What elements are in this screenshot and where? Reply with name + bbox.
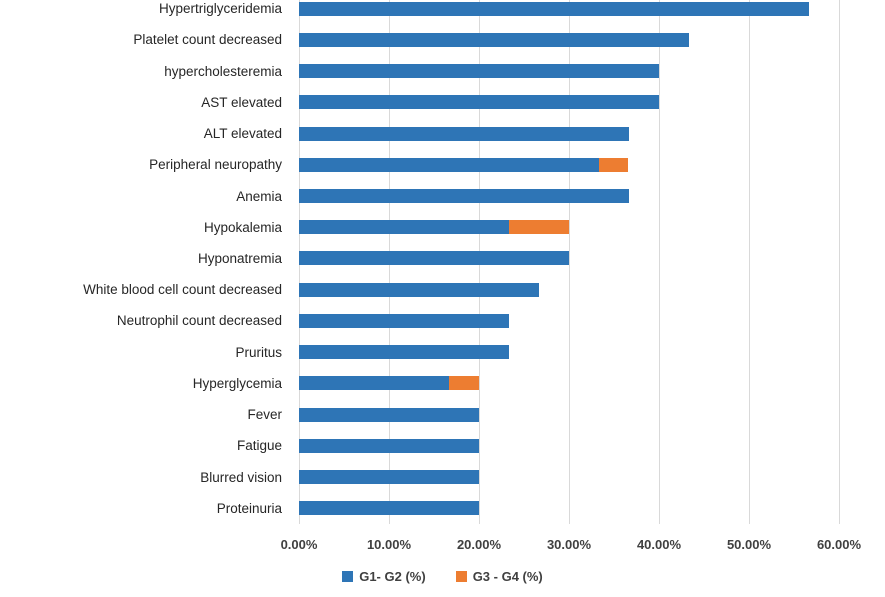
bar-segment-g1-g2 <box>299 126 630 141</box>
category-label: Fever <box>247 407 282 423</box>
x-axis-tick-label: 30.00% <box>546 537 592 552</box>
legend-item: G1- G2 (%) <box>342 568 426 584</box>
x-axis-tick-label: 0.00% <box>280 537 318 552</box>
bar-segment-g1-g2 <box>299 1 810 16</box>
bar-segment-g1-g2 <box>299 438 479 453</box>
category-label: Proteinuria <box>216 500 282 516</box>
category-label: Hyperglycemia <box>192 375 282 391</box>
legend-label: G3 - G4 (%) <box>472 568 543 584</box>
gridline <box>839 0 840 524</box>
bar-segment-g1-g2 <box>299 220 509 235</box>
bar-row <box>299 462 839 493</box>
bar-segment-g1-g2 <box>299 313 509 328</box>
category-label: hypercholesteremia <box>164 63 282 79</box>
x-axis-tick-label: 50.00% <box>726 537 772 552</box>
x-axis-tick-label: 20.00% <box>456 537 502 552</box>
category-label: Peripheral neuropathy <box>149 157 282 173</box>
bar-row <box>299 493 839 524</box>
category-label: Platelet count decreased <box>133 32 282 48</box>
bar-segment-g1-g2 <box>299 157 599 172</box>
bar-row <box>299 24 839 55</box>
legend: G1- G2 (%) G3 - G4 (%) <box>0 566 885 586</box>
bar-segment-g3-g4 <box>508 220 569 235</box>
bar-segment-g1-g2 <box>299 251 569 266</box>
category-label: ALT elevated <box>203 126 282 142</box>
category-label: Hypokalemia <box>203 219 282 235</box>
bar-segment-g1-g2 <box>299 64 659 79</box>
bar-segment-g3-g4 <box>449 376 479 391</box>
bar-row <box>299 243 839 274</box>
legend-swatch-icon <box>342 570 354 582</box>
category-axis-labels: Hypertriglyceridemia Platelet count decre… <box>0 0 291 524</box>
category-label: Hypertriglyceridemia <box>158 1 282 17</box>
category-label: Anemia <box>236 188 282 204</box>
bar-row <box>299 430 839 461</box>
bar-segment-g1-g2 <box>299 189 630 204</box>
bar-segment-g1-g2 <box>299 407 479 422</box>
bar-row <box>299 305 839 336</box>
bar-row <box>299 149 839 180</box>
bar-row <box>299 87 839 118</box>
bar-row <box>299 55 839 86</box>
bar-rows <box>299 0 839 524</box>
legend-label: G1- G2 (%) <box>359 568 426 584</box>
bar-row <box>299 118 839 149</box>
category-label: White blood cell count decreased <box>83 282 282 298</box>
bar-segment-g1-g2 <box>299 32 689 47</box>
gridline <box>659 0 660 524</box>
bar-segment-g1-g2 <box>299 282 540 297</box>
category-label: Hyponatremia <box>197 250 282 266</box>
bar-row <box>299 399 839 430</box>
bar-segment-g1-g2 <box>299 376 450 391</box>
bar-row <box>299 368 839 399</box>
x-axis-tick-label: 40.00% <box>636 537 682 552</box>
bar-segment-g1-g2 <box>299 501 479 516</box>
category-label: Neutrophil count decreased <box>116 313 282 329</box>
bar-row <box>299 0 839 24</box>
gridline <box>749 0 750 524</box>
x-axis-tick-label: 60.00% <box>816 537 862 552</box>
bar-segment-g1-g2 <box>299 95 659 110</box>
bar-segment-g1-g2 <box>299 345 509 360</box>
bar-row <box>299 274 839 305</box>
legend-swatch-icon <box>455 570 467 582</box>
category-label: Fatigue <box>236 438 282 454</box>
legend-item: G3 - G4 (%) <box>455 568 543 584</box>
category-label: AST elevated <box>201 94 282 110</box>
gridline <box>569 0 570 524</box>
bar-row <box>299 212 839 243</box>
category-label: Blurred vision <box>200 469 282 485</box>
x-axis-tick-label: 10.00% <box>366 537 412 552</box>
plot-area <box>299 0 840 524</box>
category-label: Pruritus <box>235 344 282 360</box>
bar-row <box>299 337 839 368</box>
bar-segment-g1-g2 <box>299 470 479 485</box>
bar-segment-g3-g4 <box>598 157 629 172</box>
x-axis-ticks: 0.00% 10.00% 20.00% 30.00% 40.00% 50.00% 60.00… <box>281 537 861 557</box>
bar-row <box>299 180 839 211</box>
